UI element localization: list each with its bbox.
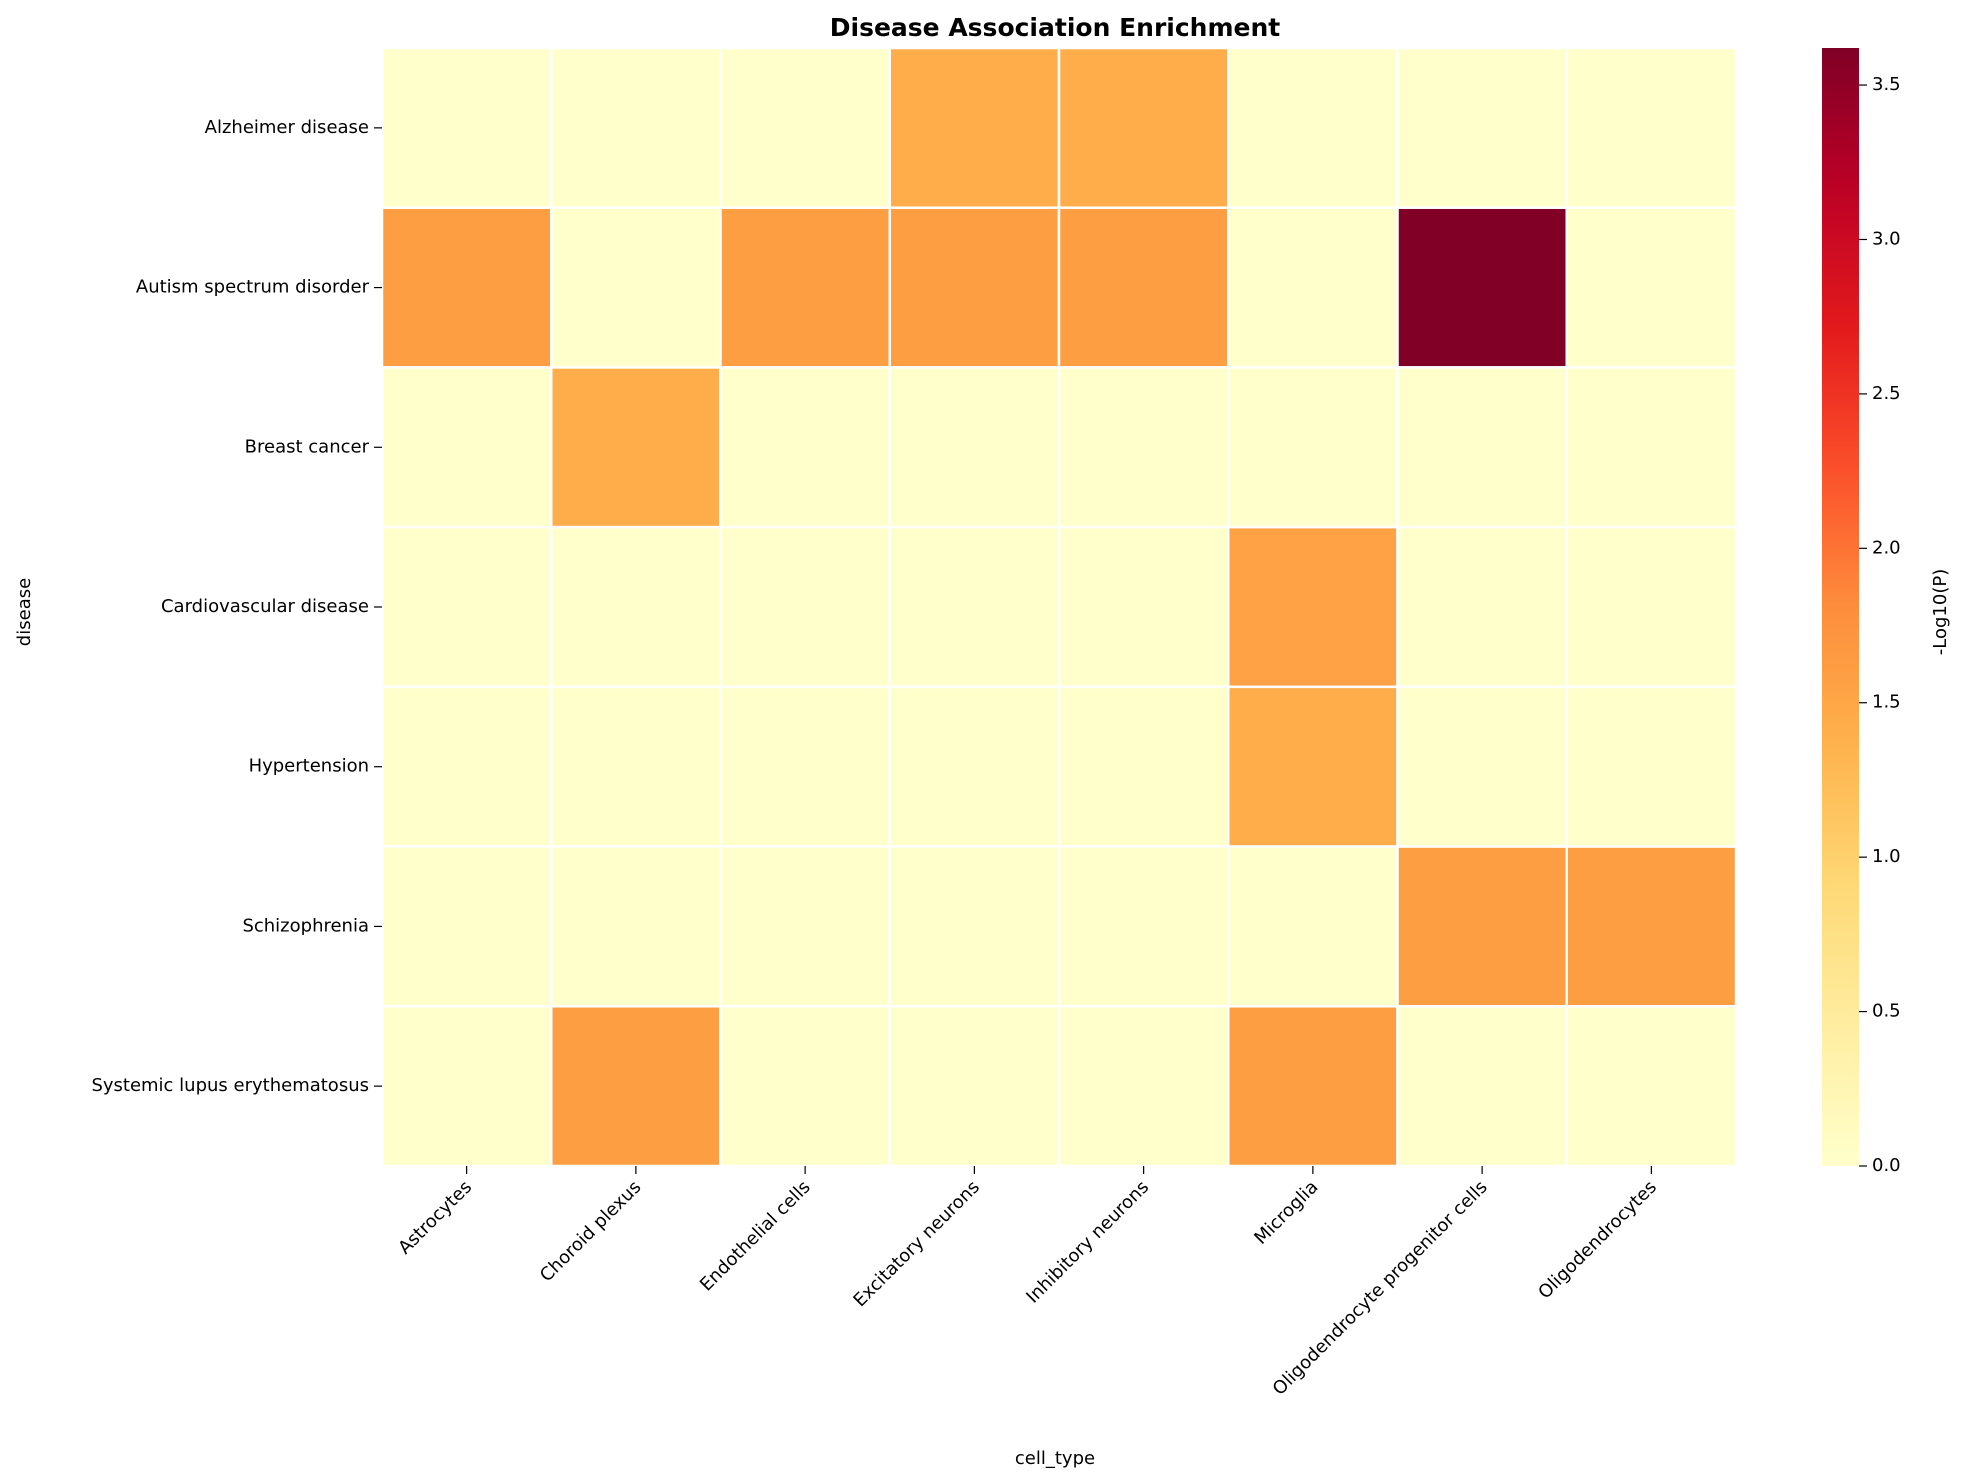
- colorbar-label: -Log10(P): [1930, 569, 1951, 655]
- heatmap-cell: [1396, 685, 1568, 848]
- colorbar-ticks: 0.0 0.5 1.0 1.5 2.0 2.5 3.0 3.5: [1859, 74, 1901, 1176]
- heatmap-cell: [719, 1005, 891, 1168]
- y-tick-label: Alzheimer disease: [205, 117, 369, 138]
- colorbar-tick-label: 1.5: [1872, 692, 1901, 713]
- heatmap-cell: [1057, 366, 1230, 529]
- y-axis: Alzheimer disease Autism spectrum disorde…: [91, 117, 382, 1096]
- colorbar: 0.0 0.5 1.0 1.5 2.0 2.5 3.0 3.5 -Log10(P): [1822, 48, 1951, 1176]
- colorbar-tick-label: 3.0: [1872, 228, 1901, 249]
- heatmap-cell: [888, 46, 1061, 209]
- x-tick-label: Astrocytes: [394, 1177, 476, 1259]
- heatmap-cell: [719, 46, 891, 209]
- heatmap-cell: [380, 525, 553, 689]
- heatmap-cell: [1396, 525, 1568, 689]
- heatmap-cell: [1057, 685, 1230, 848]
- x-tick-label: Choroid plexus: [536, 1177, 645, 1286]
- y-tick-label: Cardiovascular disease: [161, 596, 369, 617]
- heatmap-cell: [380, 46, 553, 209]
- y-tick-label: Schizophrenia: [242, 915, 369, 936]
- colorbar-tick-label: 2.5: [1872, 383, 1901, 404]
- heatmap-cell: [888, 366, 1061, 529]
- heatmap-cell: [1057, 1005, 1230, 1168]
- heatmap-cell: [380, 366, 553, 529]
- heatmap-cell: [888, 525, 1061, 689]
- heatmap-cell: [1565, 525, 1738, 689]
- heatmap-cell: [1565, 845, 1738, 1008]
- heatmap-cell: [1057, 206, 1230, 369]
- heatmap-cell: [1565, 366, 1738, 529]
- y-tick-label: Autism spectrum disorder: [136, 277, 370, 298]
- heatmap-cell: [550, 206, 722, 369]
- colorbar-gradient: [1822, 48, 1859, 1166]
- heatmap-cell: [550, 366, 722, 529]
- x-axis-label: cell_type: [1015, 1448, 1095, 1469]
- heatmap-cell: [1565, 206, 1738, 369]
- heatmap-cell: [1227, 46, 1399, 209]
- y-tick-label: Hypertension: [249, 756, 369, 777]
- heatmap-cell: [1057, 525, 1230, 689]
- heatmap-cell: [1396, 46, 1568, 209]
- colorbar-tick-label: 0.0: [1872, 1155, 1901, 1176]
- heatmap-cell: [1396, 1005, 1568, 1168]
- heatmap-cell: [719, 366, 891, 529]
- heatmap-cell: [550, 525, 722, 689]
- heatmap-cell: [380, 845, 553, 1008]
- x-axis: Astrocytes Choroid plexus Endothelial cell…: [394, 1166, 1661, 1400]
- x-tick-label: Oligodendrocytes: [1534, 1177, 1661, 1304]
- x-tick-label: Inhibitory neurons: [1022, 1177, 1153, 1308]
- x-tick-label: Excitatory neurons: [849, 1177, 984, 1312]
- heatmap-cell: [380, 206, 553, 369]
- heatmap-cell: [1227, 685, 1399, 848]
- heatmap-cell: [1396, 845, 1568, 1008]
- heatmap-cell: [1396, 366, 1568, 529]
- heatmap-cell: [1565, 685, 1738, 848]
- heatmap-cell: [1565, 1005, 1738, 1168]
- colorbar-tick-label: 0.5: [1872, 1001, 1901, 1022]
- heatmap-cell: [550, 685, 722, 848]
- chart-title: Disease Association Enrichment: [830, 13, 1281, 42]
- heatmap-cell: [888, 206, 1061, 369]
- x-tick-label: Endothelial cells: [696, 1177, 815, 1296]
- y-tick-label: Systemic lupus erythematosus: [91, 1075, 369, 1096]
- heatmap-cell: [380, 685, 553, 848]
- heatmap-cell: [888, 845, 1061, 1008]
- heatmap-cell: [1227, 525, 1399, 689]
- heatmap-cells: [380, 46, 1738, 1168]
- heatmap-cell: [1227, 845, 1399, 1008]
- heatmap-cell: [719, 525, 891, 689]
- heatmap-cell: [1565, 46, 1738, 209]
- colorbar-tick-label: 1.0: [1872, 846, 1901, 867]
- heatmap-cell: [1057, 845, 1230, 1008]
- heatmap-cell: [1227, 206, 1399, 369]
- colorbar-tick-label: 2.0: [1872, 537, 1901, 558]
- heatmap-cell: [1227, 1005, 1399, 1168]
- heatmap-cell: [550, 1005, 722, 1168]
- heatmap-cell: [719, 845, 891, 1008]
- y-tick-label: Breast cancer: [245, 436, 370, 457]
- x-tick-label: Microglia: [1250, 1177, 1322, 1249]
- heatmap-cell: [888, 1005, 1061, 1168]
- colorbar-tick-label: 3.5: [1872, 74, 1901, 95]
- y-axis-label: disease: [14, 578, 35, 646]
- heatmap-cell: [380, 1005, 553, 1168]
- heatmap-cell: [550, 46, 722, 209]
- heatmap-cell: [1227, 366, 1399, 529]
- heatmap-cell: [888, 685, 1061, 848]
- heatmap-cell: [550, 845, 722, 1008]
- heatmap-cell: [719, 685, 891, 848]
- heatmap-cell: [1057, 46, 1230, 209]
- heatmap-cell: [1396, 206, 1568, 369]
- heatmap-cell: [719, 206, 891, 369]
